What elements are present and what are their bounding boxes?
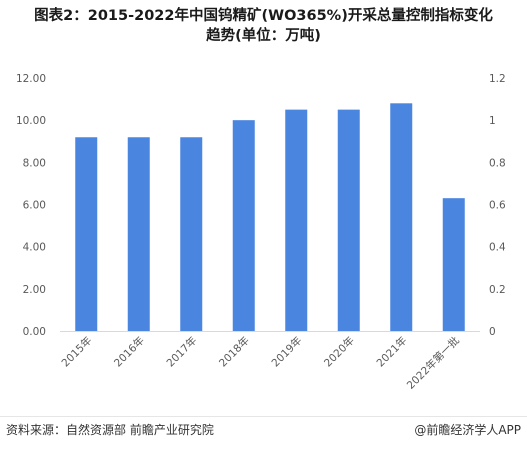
y-tick-label: 12.00 xyxy=(16,73,46,85)
y-tick-label: 8.00 xyxy=(23,157,46,169)
y-tick-label: 10.00 xyxy=(16,115,46,127)
y2-tick-label: 1 xyxy=(489,115,496,127)
y2-tick-label: 0.2 xyxy=(489,284,506,296)
chart-title-line1: 图表2：2015-2022年中国钨精矿(WO365%)开采总量控制指标变化 xyxy=(34,8,493,24)
x-tick-label: 2020年 xyxy=(321,334,357,370)
y2-tick-label: 0.8 xyxy=(489,157,506,169)
brand-credit: @前瞻经济学人APP xyxy=(414,423,521,437)
y2-tick-label: 0.6 xyxy=(489,200,506,212)
y-tick-label: 2.00 xyxy=(23,284,46,296)
bar xyxy=(390,103,413,331)
chart-title: 图表2：2015-2022年中国钨精矿(WO365%)开采总量控制指标变化 趋势… xyxy=(0,6,527,46)
y2-tick-label: 0.4 xyxy=(489,242,506,254)
source-note: 资料来源：自然资源部 前瞻产业研究院 xyxy=(6,423,214,437)
bar xyxy=(442,198,465,331)
chart-title-line2: 趋势(单位：万吨) xyxy=(206,28,321,44)
x-tick-label: 2017年 xyxy=(164,334,200,370)
x-tick-label: 2016年 xyxy=(111,334,147,370)
x-tick-label: 2015年 xyxy=(59,334,95,370)
bar-chart: 0.00 2.00 4.00 6.00 8.00 10.00 12.00 0 0.2 0.4 0.6… xyxy=(16,73,506,392)
bar xyxy=(285,109,308,331)
y-tick-label: 4.00 xyxy=(23,242,46,254)
y-tick-label: 6.00 xyxy=(23,200,46,212)
bar xyxy=(232,120,255,332)
x-tick-label: 2022年第一批 xyxy=(404,334,462,392)
y-tick-label: 0.00 xyxy=(23,326,46,338)
x-tick-label: 2018年 xyxy=(216,334,252,370)
footer: 资料来源：自然资源部 前瞻产业研究院 @前瞻经济学人APP xyxy=(0,416,527,449)
x-tick-label: 2021年 xyxy=(374,334,410,370)
bar xyxy=(75,137,98,331)
bar xyxy=(127,137,150,331)
y2-tick-label: 0 xyxy=(489,326,496,338)
x-tick-label: 2019年 xyxy=(269,334,305,370)
bar xyxy=(180,137,203,331)
y2-tick-label: 1.2 xyxy=(489,73,506,85)
bar xyxy=(337,109,360,331)
